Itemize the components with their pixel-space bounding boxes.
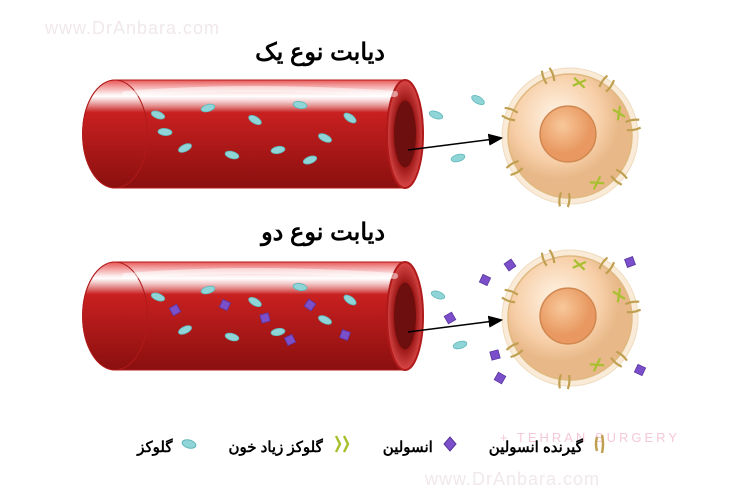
legend-label: گلوکز زیاد خون — [228, 438, 322, 456]
legend-item: انسولین — [383, 435, 459, 458]
legend-item: گلوکز زیاد خون — [228, 433, 352, 460]
glut-icon — [331, 433, 353, 460]
legend-item: گلوکز — [137, 437, 198, 456]
glucose-icon — [180, 437, 198, 456]
legend-label: گیرنده انسولین — [489, 438, 583, 456]
diagram-canvas — [0, 0, 750, 500]
insulin-icon — [441, 435, 459, 458]
legend-label: انسولین — [383, 438, 433, 456]
legend-item: گیرنده انسولین — [489, 433, 613, 460]
receptor-icon — [591, 433, 613, 460]
legend-label: گلوکز — [137, 438, 172, 456]
legend: گیرنده انسولین انسولین گلوکز زیاد خون گل… — [0, 433, 750, 460]
